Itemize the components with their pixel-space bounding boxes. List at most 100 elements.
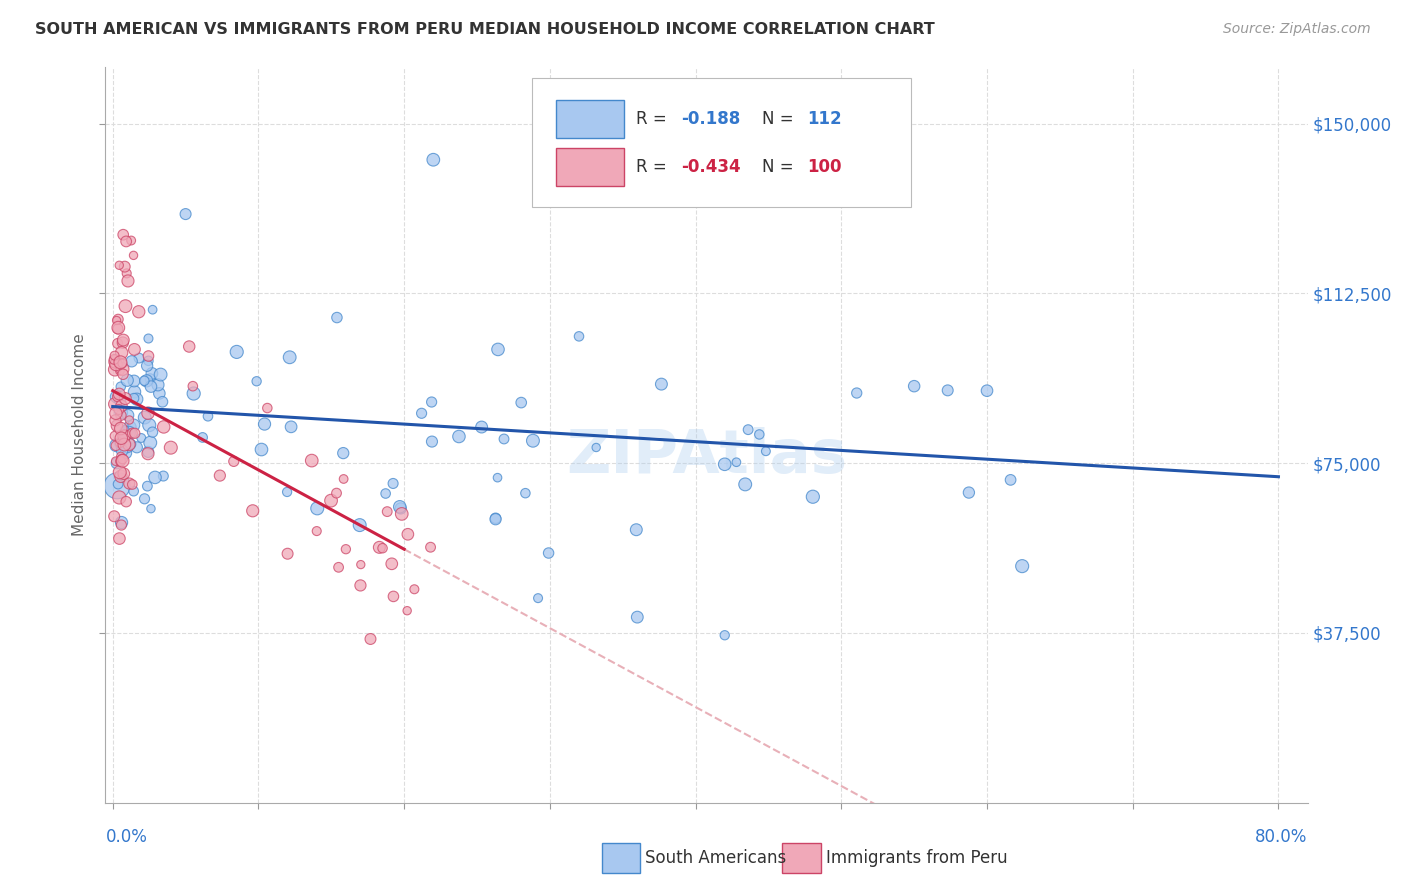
Point <box>191 430 214 444</box>
Point <box>115 266 138 280</box>
Point <box>110 518 132 533</box>
Point <box>713 457 735 471</box>
FancyBboxPatch shape <box>602 843 640 872</box>
Text: SOUTH AMERICAN VS IMMIGRANTS FROM PERU MEDIAN HOUSEHOLD INCOME CORRELATION CHART: SOUTH AMERICAN VS IMMIGRANTS FROM PERU M… <box>35 22 935 37</box>
Point <box>111 454 134 468</box>
Point <box>486 343 509 357</box>
Point <box>136 479 159 493</box>
Point <box>134 374 156 388</box>
Point <box>420 395 443 409</box>
Point <box>626 610 648 624</box>
Point <box>181 379 204 393</box>
Point <box>422 153 444 167</box>
Point <box>104 397 127 411</box>
Point <box>112 437 135 451</box>
Point <box>108 402 131 417</box>
Point <box>332 446 354 460</box>
Point <box>734 477 756 491</box>
Point <box>411 406 433 420</box>
Point <box>122 392 145 406</box>
Point <box>755 444 778 458</box>
Point <box>197 409 219 424</box>
Point <box>110 454 132 468</box>
Point <box>108 364 131 378</box>
Point <box>107 322 129 336</box>
Point <box>537 546 560 560</box>
Point <box>114 423 136 437</box>
Point <box>420 434 443 449</box>
Point <box>174 207 197 221</box>
Point <box>139 435 162 450</box>
Point <box>737 423 759 437</box>
Point <box>118 476 141 491</box>
Point <box>527 591 550 606</box>
Point <box>115 235 138 249</box>
Point <box>124 384 146 399</box>
Point <box>118 425 141 440</box>
Point <box>382 590 405 604</box>
Point <box>107 477 129 491</box>
Point <box>115 373 138 387</box>
Point <box>129 431 152 445</box>
Point <box>1000 473 1022 487</box>
Point <box>118 413 141 427</box>
Text: R =: R = <box>636 158 672 176</box>
Point <box>484 512 506 526</box>
Point <box>104 362 127 376</box>
Point <box>183 386 205 401</box>
Point <box>112 429 135 443</box>
Point <box>114 299 136 313</box>
Point <box>471 420 494 434</box>
Point <box>107 312 129 326</box>
Point <box>120 234 142 248</box>
Point <box>845 386 868 401</box>
Point <box>136 406 159 420</box>
Point <box>650 377 672 392</box>
Point <box>626 523 648 537</box>
Point <box>396 604 419 618</box>
Point <box>585 441 607 455</box>
Point <box>748 427 770 442</box>
Point <box>396 527 419 541</box>
Point <box>108 355 131 369</box>
Point <box>389 501 412 516</box>
Point <box>404 582 426 597</box>
Point <box>136 359 159 373</box>
Point <box>114 260 136 274</box>
Point <box>246 374 269 388</box>
Text: 80.0%: 80.0% <box>1256 828 1308 846</box>
Y-axis label: Median Household Income: Median Household Income <box>72 334 87 536</box>
Text: N =: N = <box>762 158 799 176</box>
Point <box>122 417 145 432</box>
Point <box>381 557 404 571</box>
Point <box>360 632 382 646</box>
Point <box>105 358 128 372</box>
Point <box>138 349 160 363</box>
Point <box>349 518 371 533</box>
Point <box>111 451 134 466</box>
Point <box>108 491 131 505</box>
Point <box>111 335 134 350</box>
Point <box>391 507 413 521</box>
Point <box>484 511 506 525</box>
Point <box>110 355 132 369</box>
Point <box>121 477 143 491</box>
Point <box>138 332 160 346</box>
Point <box>118 437 141 451</box>
Point <box>225 345 247 359</box>
Point <box>125 440 148 454</box>
FancyBboxPatch shape <box>557 100 624 138</box>
Point <box>179 339 201 353</box>
FancyBboxPatch shape <box>557 148 624 186</box>
Point <box>117 274 139 288</box>
Point <box>276 485 298 500</box>
Point <box>110 431 132 445</box>
Point <box>749 139 772 153</box>
Point <box>114 392 136 406</box>
Point <box>368 541 391 555</box>
Point <box>253 417 276 431</box>
Point <box>371 541 394 556</box>
Point <box>134 491 156 506</box>
Point <box>105 456 128 470</box>
Point <box>510 395 533 409</box>
